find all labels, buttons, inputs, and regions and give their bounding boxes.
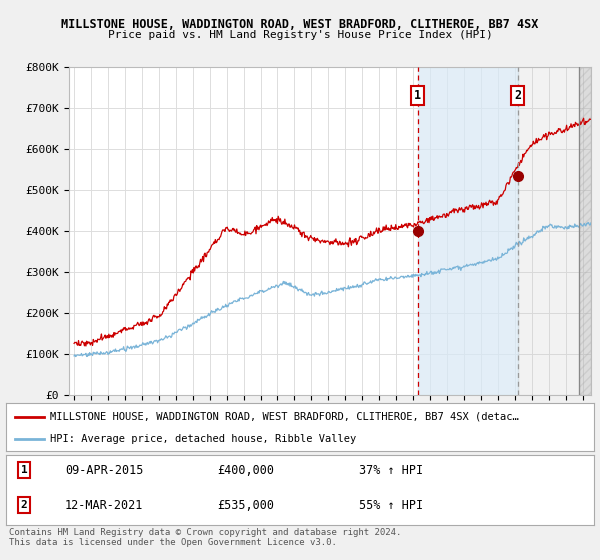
Text: MILLSTONE HOUSE, WADDINGTON ROAD, WEST BRADFORD, CLITHEROE, BB7 4SX: MILLSTONE HOUSE, WADDINGTON ROAD, WEST B… — [61, 18, 539, 31]
Bar — [518, 67, 591, 395]
Text: Price paid vs. HM Land Registry's House Price Index (HPI): Price paid vs. HM Land Registry's House … — [107, 30, 493, 40]
Text: 2: 2 — [514, 90, 521, 102]
Text: 55% ↑ HPI: 55% ↑ HPI — [359, 498, 423, 512]
Text: £400,000: £400,000 — [218, 464, 275, 477]
Text: HPI: Average price, detached house, Ribble Valley: HPI: Average price, detached house, Ribb… — [50, 434, 356, 444]
Text: Contains HM Land Registry data © Crown copyright and database right 2024.
This d: Contains HM Land Registry data © Crown c… — [9, 528, 401, 548]
Text: 1: 1 — [414, 90, 421, 102]
Bar — [418, 67, 518, 395]
Text: 09-APR-2015: 09-APR-2015 — [65, 464, 143, 477]
Text: MILLSTONE HOUSE, WADDINGTON ROAD, WEST BRADFORD, CLITHEROE, BB7 4SX (detac…: MILLSTONE HOUSE, WADDINGTON ROAD, WEST B… — [50, 412, 519, 422]
Text: £535,000: £535,000 — [218, 498, 275, 512]
Text: 12-MAR-2021: 12-MAR-2021 — [65, 498, 143, 512]
Text: 37% ↑ HPI: 37% ↑ HPI — [359, 464, 423, 477]
Text: 1: 1 — [21, 465, 28, 475]
Text: 2: 2 — [21, 500, 28, 510]
Bar — [579, 67, 591, 395]
